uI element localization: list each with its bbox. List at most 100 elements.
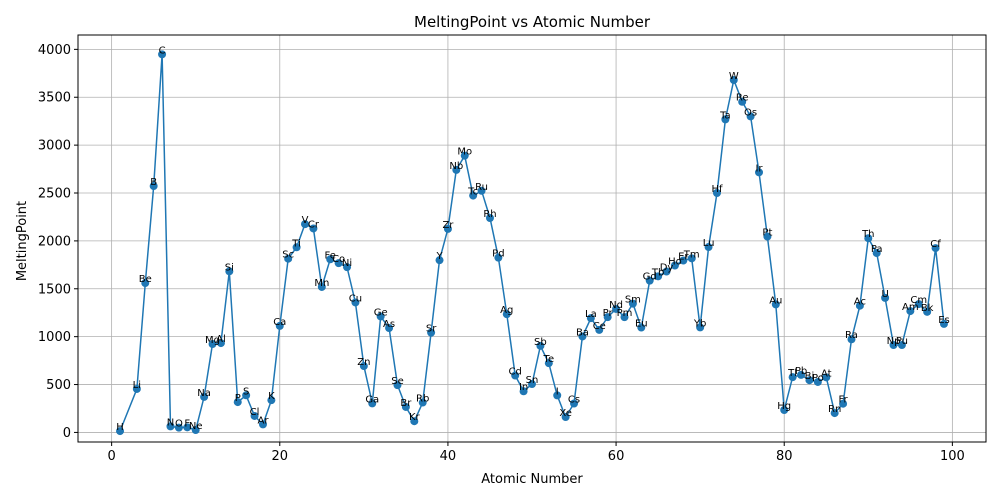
data-point — [343, 263, 352, 272]
point-label: Cd — [509, 367, 522, 378]
data-point — [755, 168, 763, 177]
data-point — [208, 340, 217, 349]
data-point — [712, 189, 721, 198]
data-point — [410, 417, 419, 426]
series-melting-point — [116, 50, 948, 436]
point-label: Al — [216, 334, 226, 345]
data-point — [485, 214, 494, 223]
data-point — [612, 304, 621, 313]
point-label: Br — [400, 398, 412, 409]
data-point — [216, 339, 225, 348]
data-point — [914, 300, 923, 309]
point-label: Th — [861, 229, 874, 240]
point-label: Rn — [828, 404, 841, 415]
point-label: Pm — [617, 308, 633, 319]
data-point — [586, 314, 595, 323]
data-point — [931, 244, 940, 253]
plot-frame — [77, 34, 987, 443]
data-point — [536, 341, 545, 350]
data-point — [116, 427, 125, 436]
data-point — [393, 381, 402, 390]
point-label: Hg — [777, 401, 791, 412]
point-label: Ga — [365, 394, 379, 405]
data-point — [258, 420, 267, 429]
data-point — [494, 253, 503, 262]
point-label: Sm — [625, 295, 641, 306]
point-label: Cf — [930, 239, 941, 250]
point-label: Ti — [291, 238, 301, 249]
point-label: Rh — [483, 209, 496, 220]
point-label: Fr — [839, 395, 849, 406]
data-point — [805, 376, 814, 385]
point-label: Bi — [805, 371, 815, 382]
data-point — [502, 310, 511, 319]
data-point — [267, 396, 276, 405]
data-point — [544, 359, 553, 368]
point-label: Ni — [342, 258, 352, 269]
data-point — [553, 391, 562, 400]
data-point — [687, 254, 696, 263]
y-axis-label: MeltingPoint — [15, 201, 30, 281]
data-point — [578, 332, 587, 341]
data-point — [839, 399, 848, 408]
point-label: Zn — [357, 357, 370, 368]
point-label: Cm — [910, 295, 927, 306]
data-point — [696, 323, 705, 332]
point-label: Sb — [534, 337, 547, 348]
data-point — [443, 224, 452, 233]
point-label: Mg — [205, 335, 220, 346]
point-label: Tb — [651, 267, 664, 278]
point-label: H — [116, 422, 124, 433]
point-label: Kr — [409, 412, 421, 423]
data-point — [359, 362, 368, 371]
data-point — [427, 328, 436, 337]
point-label: B — [150, 177, 157, 188]
point-label: Nb — [449, 161, 463, 172]
y-tick-label: 500 — [46, 378, 71, 393]
data-point — [166, 422, 175, 431]
point-label: Re — [736, 93, 749, 104]
data-point — [452, 165, 461, 174]
data-point — [889, 340, 898, 349]
y-tick-label: 2000 — [38, 234, 71, 249]
point-label: Bk — [921, 303, 934, 314]
data-point — [191, 426, 200, 435]
point-label: Ru — [475, 182, 488, 193]
point-label: Na — [197, 388, 211, 399]
data-point — [460, 151, 469, 160]
y-tick-label: 4000 — [38, 43, 71, 58]
point-label: Te — [543, 354, 555, 365]
data-point — [351, 298, 360, 307]
data-point — [528, 380, 536, 389]
point-label: Eu — [635, 319, 648, 330]
point-label: Li — [133, 380, 141, 391]
point-label: Hf — [711, 184, 723, 195]
point-label: Se — [391, 376, 404, 387]
point-label: Ta — [719, 110, 731, 121]
data-point — [645, 276, 654, 285]
data-point — [435, 256, 444, 265]
y-tick-label: 0 — [63, 426, 71, 441]
data-point — [797, 370, 806, 379]
x-tick-label: 80 — [776, 449, 793, 464]
point-label: As — [383, 319, 395, 330]
point-label: Cr — [308, 219, 320, 230]
point-label: Ra — [845, 330, 858, 341]
x-tick-label: 40 — [440, 449, 457, 464]
point-label: Ho — [668, 257, 682, 268]
data-point — [855, 301, 864, 310]
data-point — [906, 307, 915, 316]
point-label: Mn — [314, 278, 329, 289]
point-label: O — [175, 419, 183, 430]
point-label: Mo — [457, 147, 472, 158]
point-label: K — [268, 391, 275, 402]
x-tick-label: 60 — [608, 449, 625, 464]
x-tick-label: 0 — [107, 449, 115, 464]
data-point — [292, 243, 301, 252]
point-label: Am — [902, 302, 919, 313]
point-label: Gd — [643, 272, 657, 283]
point-label: Pu — [896, 336, 908, 347]
data-point — [780, 406, 789, 415]
data-point — [721, 115, 730, 124]
